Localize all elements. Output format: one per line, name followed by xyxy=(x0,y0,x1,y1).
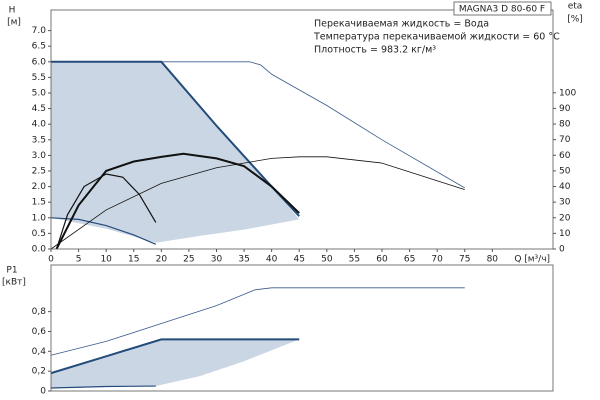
y-axis-label: H xyxy=(9,6,16,16)
chart-title: MAGNA3 D 80-60 F xyxy=(459,5,545,15)
y-tick-label: 0,4 xyxy=(32,347,47,357)
x-tick-label: 15 xyxy=(128,255,139,265)
y-tick-label: 2.5 xyxy=(32,166,46,176)
curve xyxy=(50,385,156,389)
title-box xyxy=(453,1,552,16)
y-tick-label: 0,8 xyxy=(32,307,47,317)
y-tick-label: 4.0 xyxy=(32,120,47,130)
x-tick-label: 45 xyxy=(294,255,305,265)
annotation: Плотность = 983.2 кг/м³ xyxy=(314,45,436,56)
x-tick-label: 40 xyxy=(266,255,278,265)
y2-tick-label: 10 xyxy=(559,229,571,239)
curve xyxy=(50,287,465,356)
y-axis-unit: [м] xyxy=(7,18,21,28)
x-tick-label: 30 xyxy=(211,255,223,265)
y-tick-label: 5.0 xyxy=(32,88,47,98)
y-tick-label: 4.5 xyxy=(32,104,46,114)
y-tick-label: 6.0 xyxy=(32,57,47,67)
x-tick-label: 75 xyxy=(459,255,470,265)
x-tick-label: 10 xyxy=(100,255,112,265)
y-axis-unit: [кВт] xyxy=(2,278,26,288)
curve xyxy=(55,173,157,250)
y2-tick-label: 80 xyxy=(559,120,571,130)
curve xyxy=(50,338,300,375)
y2-tick-label: 60 xyxy=(559,151,571,161)
x-tick-label: 65 xyxy=(404,255,415,265)
x-tick-label: 60 xyxy=(376,255,388,265)
y-tick-label: 3.0 xyxy=(32,151,47,161)
x-tick-label: 35 xyxy=(238,255,249,265)
operating-area xyxy=(51,339,300,389)
operating-area xyxy=(51,61,300,243)
plot-frame xyxy=(50,264,554,392)
y-tick-label: 0,2 xyxy=(32,367,46,377)
y2-axis-label: eta xyxy=(568,2,583,12)
y2-tick-label: 0 xyxy=(559,245,565,255)
x-tick-label: 25 xyxy=(183,255,194,265)
x-tick-label: 80 xyxy=(487,255,499,265)
y-tick-label: 7.0 xyxy=(32,26,47,36)
y-tick-label: 0.0 xyxy=(32,245,47,255)
y-tick-label: 6.5 xyxy=(32,42,46,52)
x-tick-label: 50 xyxy=(321,255,333,265)
annotation: Температура перекачиваемой жидкости = 60… xyxy=(313,32,560,43)
y2-tick-label: 40 xyxy=(559,182,571,192)
x-tick-label: 70 xyxy=(431,255,443,265)
curve xyxy=(55,152,300,250)
y-axis-label: P1 xyxy=(6,266,17,276)
x-tick-label: 5 xyxy=(76,255,82,265)
curve xyxy=(50,156,465,250)
curve xyxy=(51,61,465,189)
y2-axis-unit: [%] xyxy=(567,15,583,25)
y-tick-label: 0,6 xyxy=(32,327,47,337)
x-axis-label: Q [м³/ч] xyxy=(514,255,550,265)
y-tick-label: 3.5 xyxy=(32,135,46,145)
y-tick-label: 0.5 xyxy=(32,229,46,239)
y2-tick-label: 90 xyxy=(559,104,571,114)
plot-frame xyxy=(50,9,554,250)
curve xyxy=(50,217,157,245)
y-tick-label: 5.5 xyxy=(32,73,46,83)
y-tick-label: 2.0 xyxy=(32,182,47,192)
x-tick-label: 20 xyxy=(156,255,168,265)
x-tick-label: 0 xyxy=(48,255,54,265)
y-tick-label: 0 xyxy=(40,387,46,397)
y2-tick-label: 100 xyxy=(559,88,576,98)
annotation: Перекачиваемая жидкость = Вода xyxy=(314,19,489,30)
y-tick-label: 1.0 xyxy=(32,213,47,223)
x-tick-label: 55 xyxy=(349,255,360,265)
y2-tick-label: 30 xyxy=(559,198,571,208)
y2-tick-label: 70 xyxy=(559,135,571,145)
y2-tick-label: 50 xyxy=(559,166,571,176)
y-tick-label: 1.5 xyxy=(32,198,46,208)
y2-tick-label: 20 xyxy=(559,213,571,223)
